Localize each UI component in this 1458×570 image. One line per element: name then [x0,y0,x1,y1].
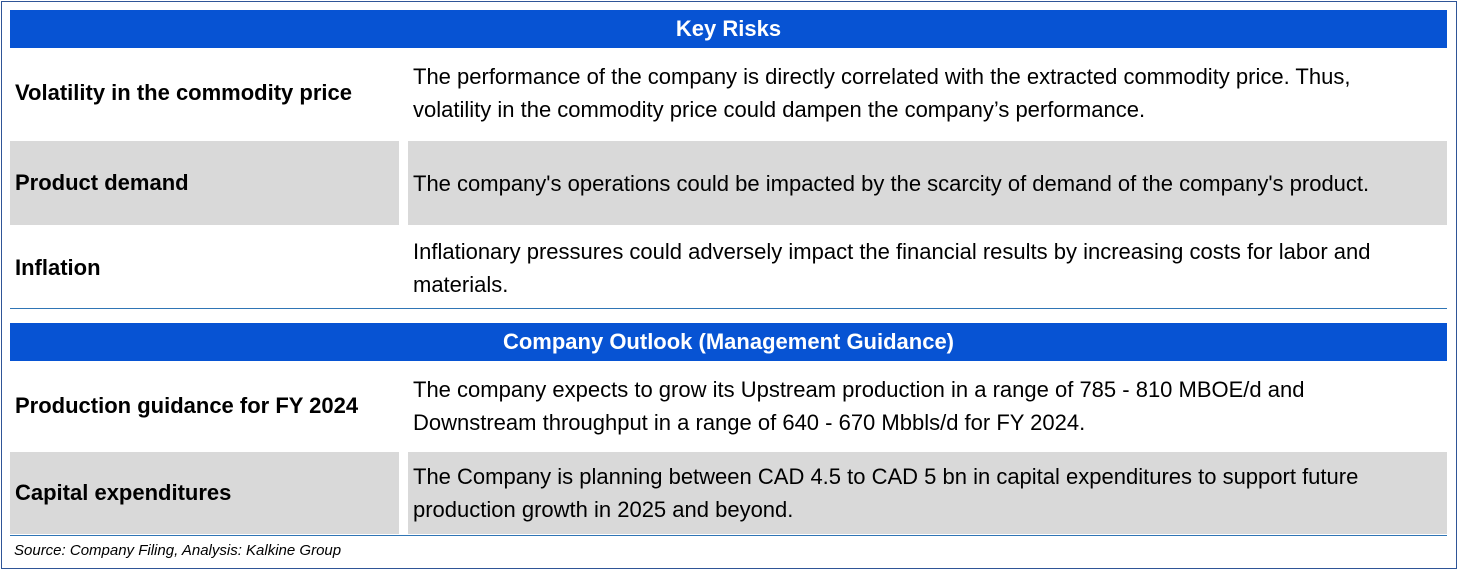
outlook-header: Company Outlook (Management Guidance) [10,323,1447,361]
section-divider [10,535,1447,536]
outlook-description: The company expects to grow its Upstream… [413,377,1305,435]
table-row: Inflation Inflationary pressures could a… [10,232,1447,304]
outlook-description: The Company is planning between CAD 4.5 … [408,452,1447,534]
section-divider [10,308,1447,309]
risk-label: Inflation [15,255,101,280]
table-row: Production guidance for FY 2024 The comp… [10,371,1447,441]
risk-description: The performance of the company is direct… [413,64,1351,122]
key-risks-header: Key Risks [10,10,1447,48]
outlook-label: Capital expenditures [10,452,399,534]
risk-description: Inflationary pressures could adversely i… [413,239,1371,297]
table-row: Volatility in the commodity price The pe… [10,58,1447,128]
table-row: Capital expenditures The Company is plan… [10,452,1447,534]
risk-label: Volatility in the commodity price [15,80,352,105]
table-row: Product demand The company's operations … [10,141,1447,225]
outlook-label: Production guidance for FY 2024 [15,393,359,418]
risk-description: The company's operations could be impact… [408,141,1447,225]
risk-label: Product demand [10,141,399,225]
source-note: Source: Company Filing, Analysis: Kalkin… [14,542,342,559]
